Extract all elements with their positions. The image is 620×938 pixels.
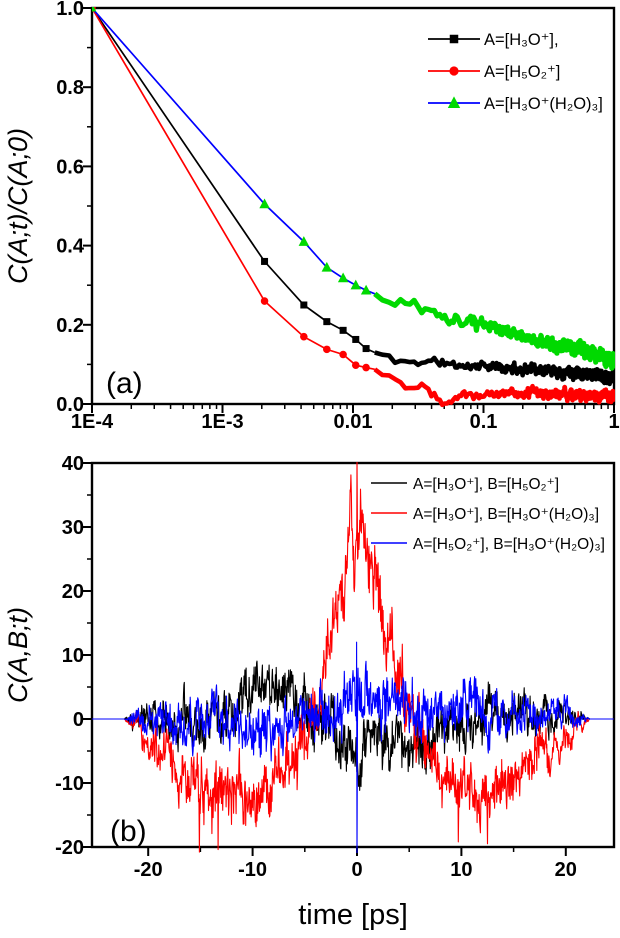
- series-line-sparse: [92, 7, 375, 371]
- data-marker-square: [300, 301, 308, 309]
- panel-b-x-axis-title: time [ps]: [298, 899, 408, 931]
- legend-marker-triangle: [447, 96, 461, 108]
- y-tick-label: 0.6: [56, 156, 84, 178]
- legend-marker-square: [449, 34, 459, 44]
- panel-b-tick-labels: -20 -10 0 10 20 -20 -10 0 10 20 30 40: [55, 453, 577, 881]
- legend-b-row-1: A=[H₃O⁺], B=[H₅O₂⁺]: [371, 476, 559, 493]
- data-marker-triangle: [259, 198, 270, 209]
- data-marker-circle: [339, 350, 347, 359]
- data-marker-square: [261, 257, 269, 265]
- panel-b-frame: [90, 461, 616, 849]
- data-marker-square: [323, 318, 331, 326]
- y-tick-label: 10: [62, 645, 84, 667]
- x-tick-label: 1E-4: [71, 411, 114, 433]
- legend-a-label-1: A=[H₃O⁺],: [484, 31, 559, 49]
- legend-b-label-3: A=[H₅O₂⁺], B=[H₃O⁺(H₂O)₃]: [413, 536, 605, 553]
- legend-a-row-1: A=[H₃O⁺],: [428, 31, 559, 49]
- series-dense-marker-band: [374, 350, 615, 387]
- panel-b-label: (b): [110, 815, 147, 848]
- x-tick-label: -10: [238, 859, 267, 881]
- y-tick-label: 0.8: [56, 77, 84, 99]
- series-line-sparse: [92, 7, 376, 354]
- legend-a-label-3: A=[H₃O⁺(H₂O)₃]: [484, 95, 603, 113]
- y-tick-label: 0.2: [56, 315, 84, 337]
- data-marker-triangle: [92, 7, 97, 12]
- panel-a-tick-labels: 1E-4 1E-3 0.01 0.1 1 0.0 0.2 0.4 0.6 0.8 1.0: [56, 0, 619, 433]
- data-marker-square: [339, 326, 347, 334]
- data-marker-square: [352, 335, 360, 343]
- data-marker-circle: [351, 361, 360, 369]
- x-tick-label: 20: [555, 859, 577, 881]
- panel-a-plot-area: [92, 7, 615, 408]
- x-tick-label: 1E-3: [201, 411, 243, 433]
- y-tick-label: 1.0: [56, 0, 84, 20]
- data-marker-circle: [323, 345, 331, 354]
- legend-a-label-2: A=[H₅O₂⁺]: [484, 63, 560, 81]
- series-dense-marker-band: [373, 367, 615, 408]
- y-tick-label: 0.4: [56, 236, 85, 258]
- y-tick-label: -20: [55, 837, 84, 859]
- y-tick-label: 0: [73, 709, 84, 731]
- data-marker-square: [362, 345, 370, 353]
- y-tick-label: 30: [62, 517, 84, 539]
- y-tick-label: 20: [62, 581, 84, 603]
- data-marker-circle: [260, 297, 269, 305]
- data-marker-triangle: [350, 279, 361, 290]
- y-tick-label: 40: [62, 453, 84, 475]
- x-tick-label: -20: [134, 859, 163, 881]
- data-marker-triangle: [298, 236, 310, 246]
- panel-b-legend: A=[H₃O⁺], B=[H₅O₂⁺] A=[H₃O⁺], B=[H₃O⁺(H₂…: [371, 476, 605, 553]
- legend-b-label-2: A=[H₃O⁺], B=[H₃O⁺(H₂O)₃]: [413, 506, 599, 523]
- data-marker-circle: [362, 363, 370, 372]
- series-noisy-trace: [92, 641, 614, 853]
- series-noisy-trace: [92, 462, 614, 853]
- panel-b: -20 -10 0 10 20 -20 -10 0 10 20 30 40 C(A,B;t) time…: [3, 453, 616, 931]
- x-tick-label: 10: [450, 859, 472, 881]
- series-line-sparse: [92, 7, 376, 295]
- data-marker-square: [449, 34, 459, 44]
- panel-a-frame: [90, 6, 616, 406]
- legend-a-row-2: A=[H₅O₂⁺]: [428, 63, 560, 81]
- data-marker-triangle: [447, 96, 461, 108]
- x-tick-label: 0.1: [470, 411, 498, 433]
- x-tick-label: 1: [608, 411, 619, 433]
- panel-a-label: (a): [106, 367, 143, 400]
- data-marker-triangle: [360, 284, 372, 295]
- data-marker-circle: [449, 66, 459, 76]
- data-marker-triangle: [337, 272, 349, 283]
- legend-b-row-3: A=[H₅O₂⁺], B=[H₃O⁺(H₂O)₃]: [371, 536, 605, 553]
- panel-a: 1E-4 1E-3 0.01 0.1 1 0.0 0.2 0.4 0.6 0.8 1.0 C(A;t…: [3, 0, 620, 433]
- y-tick-label: 0.0: [56, 394, 84, 416]
- legend-a-row-3: A=[H₃O⁺(H₂O)₃]: [428, 95, 603, 113]
- legend-b-label-1: A=[H₃O⁺], B=[H₅O₂⁺]: [413, 476, 559, 493]
- legend-b-row-2: A=[H₃O⁺], B=[H₃O⁺(H₂O)₃]: [371, 506, 599, 523]
- panel-a-y-axis-title: C(A;t)/C(A;0): [3, 128, 33, 284]
- series-dense-marker-band: [373, 291, 615, 371]
- x-tick-label: 0: [351, 859, 362, 881]
- y-tick-label: -10: [55, 773, 84, 795]
- panel-b-y-axis-title: C(A,B;t): [3, 607, 33, 703]
- data-marker-triangle: [321, 261, 333, 272]
- panel-b-plot-area: [92, 462, 614, 853]
- legend-marker-circle: [449, 66, 459, 76]
- data-marker-circle: [300, 332, 308, 341]
- panel-a-legend: A=[H₃O⁺], A=[H₅O₂⁺] A=[H₃O⁺(H₂O)₃]: [428, 31, 603, 113]
- x-tick-label: 0.01: [334, 411, 373, 433]
